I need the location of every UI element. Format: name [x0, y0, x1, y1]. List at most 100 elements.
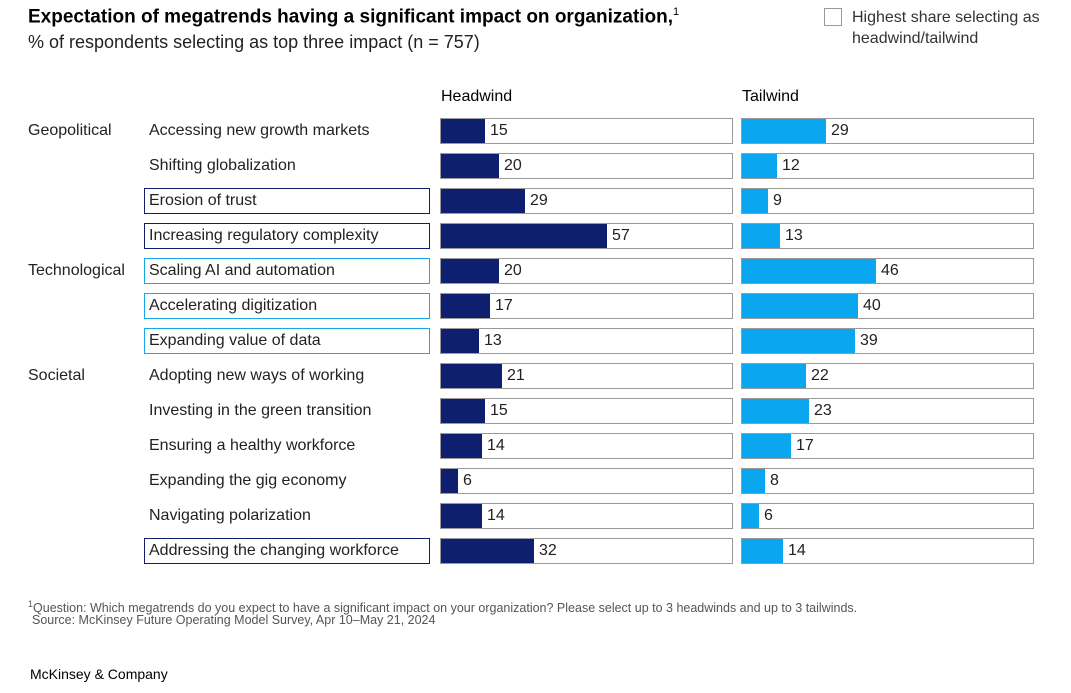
tailwind-bar-track: 9	[741, 188, 1034, 214]
headwind-value-label: 20	[504, 262, 522, 279]
headwind-bar-track: 20	[440, 258, 733, 284]
headwind-bar-track: 6	[440, 468, 733, 494]
row-label: Ensuring a healthy workforce	[149, 437, 356, 454]
tailwind-bar-track: 39	[741, 328, 1034, 354]
tailwind-bar-track: 6	[741, 503, 1034, 529]
tailwind-value-label: 17	[796, 437, 814, 454]
headwind-value-label: 6	[463, 472, 472, 489]
headwind-value-label: 21	[507, 367, 525, 384]
tailwind-value-label: 9	[773, 192, 782, 209]
headwind-bar-track: 32	[440, 538, 733, 564]
row-label: Accessing new growth markets	[149, 122, 370, 139]
title-footnote-mark: 1	[673, 6, 680, 18]
tailwind-bar	[742, 154, 777, 178]
headwind-bar	[441, 189, 525, 213]
tailwind-value-label: 12	[782, 157, 800, 174]
headwind-value-label: 29	[530, 192, 548, 209]
headwind-bar-track: 15	[440, 398, 733, 424]
headwind-bar	[441, 539, 534, 563]
group-label: Societal	[28, 367, 85, 384]
tailwind-bar-track: 22	[741, 363, 1034, 389]
headwind-bar	[441, 119, 485, 143]
tailwind-bar	[742, 539, 783, 563]
tailwind-bar-track: 13	[741, 223, 1034, 249]
tailwind-bar-track: 40	[741, 293, 1034, 319]
footnote: 1Question: Which megatrends do you expec…	[28, 599, 858, 616]
headwind-bar-track: 14	[440, 503, 733, 529]
headwind-bar	[441, 329, 479, 353]
tailwind-bar	[742, 434, 791, 458]
headwind-bar-track: 14	[440, 433, 733, 459]
row-label: Expanding the gig economy	[149, 472, 347, 489]
tailwind-value-label: 23	[814, 402, 832, 419]
tailwind-bar-track: 46	[741, 258, 1034, 284]
tailwind-value-label: 8	[770, 472, 779, 489]
tailwind-bar	[742, 119, 826, 143]
row-label: Shifting globalization	[149, 157, 296, 174]
tailwind-bar	[742, 399, 809, 423]
tailwind-value-label: 14	[788, 542, 806, 559]
tailwind-value-label: 46	[881, 262, 899, 279]
headwind-bar-track: 29	[440, 188, 733, 214]
tailwind-column-header: Tailwind	[742, 88, 799, 105]
chart-subtitle: % of respondents selecting as top three …	[28, 32, 480, 52]
headwind-value-label: 20	[504, 157, 522, 174]
headwind-bar-track: 15	[440, 118, 733, 144]
tailwind-value-label: 29	[831, 122, 849, 139]
tailwind-bar	[742, 294, 858, 318]
source-note: Source: McKinsey Future Operating Model …	[32, 613, 436, 627]
headwind-value-label: 57	[612, 227, 630, 244]
tailwind-value-label: 39	[860, 332, 878, 349]
headwind-bar-track: 17	[440, 293, 733, 319]
row-label: Accelerating digitization	[144, 293, 430, 319]
tailwind-value-label: 22	[811, 367, 829, 384]
tailwind-value-label: 40	[863, 297, 881, 314]
headwind-value-label: 17	[495, 297, 513, 314]
group-label: Geopolitical	[28, 122, 112, 139]
tailwind-bar	[742, 364, 806, 388]
tailwind-bar	[742, 259, 876, 283]
row-label: Scaling AI and automation	[144, 258, 430, 284]
group-label: Technological	[28, 262, 125, 279]
headwind-bar-track: 57	[440, 223, 733, 249]
headwind-bar	[441, 504, 482, 528]
legend-label: Highest share selecting as headwind/tail…	[852, 9, 1040, 47]
headwind-bar-track: 13	[440, 328, 733, 354]
headwind-value-label: 13	[484, 332, 502, 349]
row-label: Addressing the changing workforce	[144, 538, 430, 564]
row-label: Erosion of trust	[144, 188, 430, 214]
row-label: Navigating polarization	[149, 507, 311, 524]
headwind-bar	[441, 399, 485, 423]
chart-title: Expectation of megatrends having a signi…	[28, 6, 680, 28]
row-label: Expanding value of data	[144, 328, 430, 354]
headwind-bar	[441, 469, 458, 493]
tailwind-value-label: 13	[785, 227, 803, 244]
row-label: Adopting new ways of working	[149, 367, 365, 384]
tailwind-value-label: 6	[764, 507, 773, 524]
footnote-mark: 1	[28, 599, 34, 609]
headwind-value-label: 14	[487, 507, 505, 524]
headwind-value-label: 14	[487, 437, 505, 454]
headwind-bar	[441, 259, 499, 283]
brand-logo-text: McKinsey & Company	[30, 666, 168, 682]
headwind-value-label: 32	[539, 542, 557, 559]
tailwind-bar-track: 12	[741, 153, 1034, 179]
headwind-bar-track: 20	[440, 153, 733, 179]
headwind-value-label: 15	[490, 402, 508, 419]
tailwind-bar	[742, 504, 759, 528]
headwind-column-header: Headwind	[441, 88, 513, 105]
tailwind-bar-track: 17	[741, 433, 1034, 459]
tailwind-bar	[742, 329, 855, 353]
headwind-bar-track: 21	[440, 363, 733, 389]
row-label: Investing in the green transition	[149, 402, 372, 419]
tailwind-bar-track: 29	[741, 118, 1034, 144]
headwind-bar	[441, 294, 490, 318]
headwind-bar	[441, 224, 607, 248]
tailwind-bar-track: 23	[741, 398, 1034, 424]
tailwind-bar	[742, 469, 765, 493]
tailwind-bar	[742, 224, 780, 248]
row-label: Increasing regulatory complexity	[144, 223, 430, 249]
headwind-bar	[441, 434, 482, 458]
headwind-value-label: 15	[490, 122, 508, 139]
tailwind-bar	[742, 189, 768, 213]
